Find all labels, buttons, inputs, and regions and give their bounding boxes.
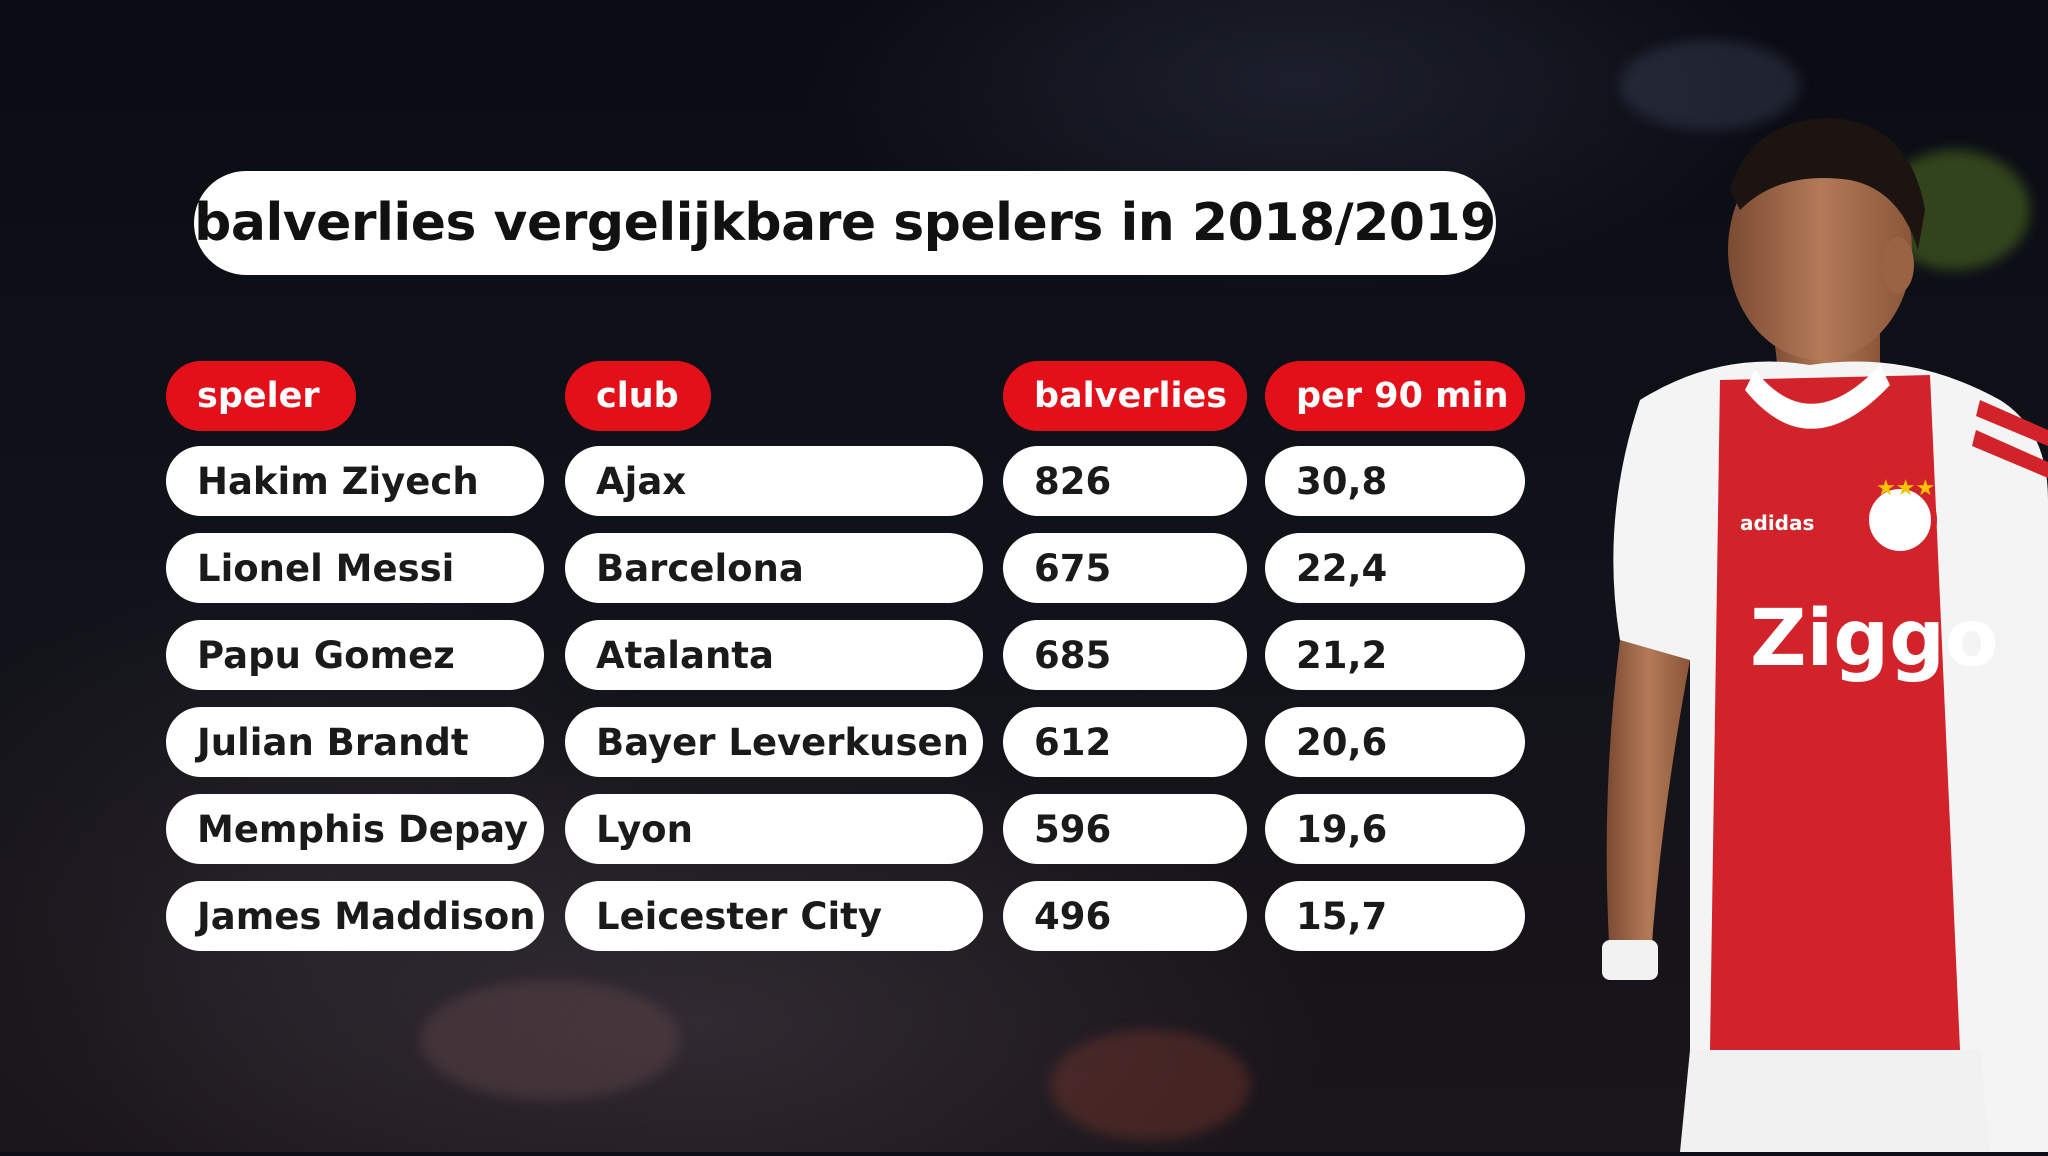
cell-text: Lionel Messi (197, 546, 455, 590)
table-cell-speler: James Maddison (166, 881, 544, 951)
cell-text: 20,6 (1296, 720, 1388, 764)
table-cell-balverlies: 675 (1003, 533, 1247, 603)
table-cell-balverlies: 685 (1003, 620, 1247, 690)
cell-text: 22,4 (1296, 546, 1388, 590)
svg-text:★★★: ★★★ (1876, 476, 1935, 501)
background-light (1620, 40, 1800, 130)
table-cell-speler: Memphis Depay (166, 794, 544, 864)
cell-text: Leicester City (596, 894, 882, 938)
cell-text: Atalanta (596, 633, 774, 677)
table-cell-per90: 22,4 (1265, 533, 1525, 603)
cell-text: 685 (1034, 633, 1112, 677)
table-cell-per90: 30,8 (1265, 446, 1525, 516)
cell-text: 826 (1034, 459, 1112, 503)
header-speler-label: speler (197, 376, 320, 416)
cell-text: 612 (1034, 720, 1112, 764)
cell-text: Bayer Leverkusen (596, 720, 969, 764)
player-photo: ★★★ Ziggo adidas (1580, 100, 2048, 1152)
page-title: balverlies vergelijkbare spelers in 2018… (194, 193, 1496, 253)
header-balverlies-label: balverlies (1034, 376, 1228, 416)
jersey-sponsor: Ziggo (1750, 594, 1999, 684)
table-cell-per90: 21,2 (1265, 620, 1525, 690)
table-cell-club: Barcelona (565, 533, 983, 603)
background-light (420, 980, 680, 1100)
table-cell-per90: 15,7 (1265, 881, 1525, 951)
table-cell-club: Atalanta (565, 620, 983, 690)
header-per90: per 90 min (1265, 361, 1525, 431)
header-club-label: club (596, 376, 679, 416)
cell-text: 21,2 (1296, 633, 1388, 677)
cell-text: 675 (1034, 546, 1112, 590)
background-light (1050, 1030, 1250, 1140)
header-per90-label: per 90 min (1296, 376, 1509, 416)
cell-text: 19,6 (1296, 807, 1388, 851)
cell-text: Ajax (596, 459, 687, 503)
table-cell-club: Leicester City (565, 881, 983, 951)
table-cell-balverlies: 496 (1003, 881, 1247, 951)
cell-text: Barcelona (596, 546, 804, 590)
header-club: club (565, 361, 711, 431)
table-cell-balverlies: 596 (1003, 794, 1247, 864)
cell-text: 15,7 (1296, 894, 1388, 938)
cell-text: 596 (1034, 807, 1112, 851)
cell-text: 496 (1034, 894, 1112, 938)
header-balverlies: balverlies (1003, 361, 1247, 431)
table-cell-club: Bayer Leverkusen (565, 707, 983, 777)
table-cell-per90: 19,6 (1265, 794, 1525, 864)
cell-text: Julian Brandt (197, 720, 469, 764)
table-cell-club: Ajax (565, 446, 983, 516)
title-pill: balverlies vergelijkbare spelers in 2018… (194, 171, 1496, 275)
header-speler: speler (166, 361, 356, 431)
cell-text: 30,8 (1296, 459, 1388, 503)
cell-text: Hakim Ziyech (197, 459, 479, 503)
table-cell-speler: Papu Gomez (166, 620, 544, 690)
table-cell-balverlies: 612 (1003, 707, 1247, 777)
table-cell-club: Lyon (565, 794, 983, 864)
cell-text: James Maddison (197, 894, 536, 938)
jersey-brand: adidas (1740, 511, 1814, 535)
cell-text: Papu Gomez (197, 633, 455, 677)
table-cell-balverlies: 826 (1003, 446, 1247, 516)
cell-text: Lyon (596, 807, 693, 851)
table-cell-speler: Julian Brandt (166, 707, 544, 777)
player-illustration: ★★★ Ziggo adidas (1602, 118, 2048, 1152)
cell-text: Memphis Depay (197, 807, 529, 851)
table-cell-speler: Hakim Ziyech (166, 446, 544, 516)
table-cell-per90: 20,6 (1265, 707, 1525, 777)
table-cell-speler: Lionel Messi (166, 533, 544, 603)
